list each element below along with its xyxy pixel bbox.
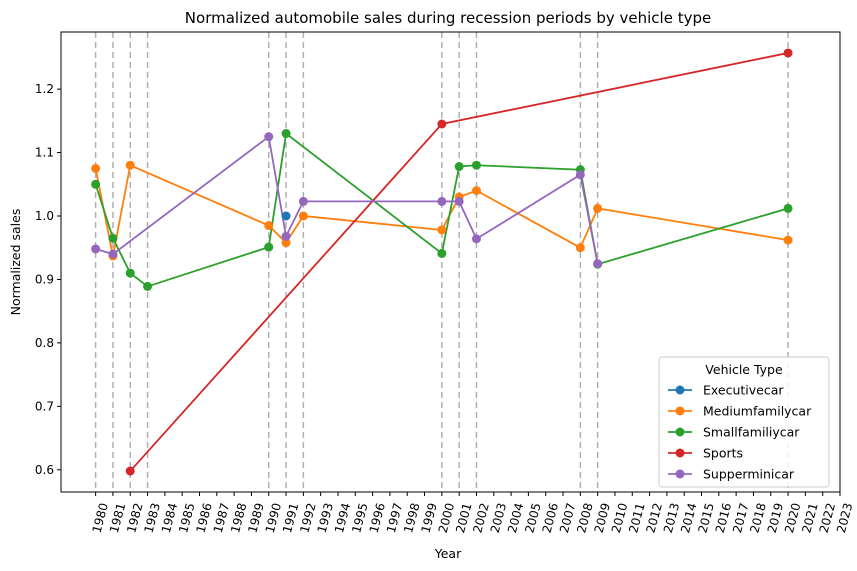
data-point xyxy=(575,170,585,180)
data-point xyxy=(281,129,291,139)
data-point xyxy=(437,248,447,258)
data-point xyxy=(264,221,274,231)
y-axis: 0.6 0.7 0.8 0.9 1.0 1.1 1.2 xyxy=(35,82,61,477)
y-tick-label: 1.0 xyxy=(35,209,54,223)
data-point xyxy=(593,259,603,269)
legend-swatch-marker xyxy=(675,469,685,479)
data-point xyxy=(91,163,101,173)
data-point xyxy=(437,196,447,206)
data-point xyxy=(264,242,274,252)
data-point xyxy=(125,160,135,170)
data-point xyxy=(91,244,101,254)
series-lines xyxy=(94,52,789,472)
legend-label: Sports xyxy=(703,446,743,461)
data-point xyxy=(91,179,101,189)
legend-title: Vehicle Type xyxy=(705,362,783,377)
series-points xyxy=(91,48,793,476)
series-line xyxy=(94,163,789,257)
legend-label: Mediumfamilycar xyxy=(703,404,812,419)
y-tick-label: 1.2 xyxy=(35,82,54,96)
data-point xyxy=(281,238,291,248)
x-axis-label: Year xyxy=(434,546,462,561)
legend-swatch-marker xyxy=(675,385,685,395)
data-point xyxy=(454,162,464,172)
data-point xyxy=(281,211,291,221)
y-tick-label: 0.8 xyxy=(35,336,54,350)
data-point xyxy=(437,119,447,129)
series-line xyxy=(95,135,599,264)
y-tick-label: 1.1 xyxy=(35,146,54,160)
y-tick-label: 0.7 xyxy=(35,399,54,413)
data-point xyxy=(783,203,793,213)
data-point xyxy=(593,203,603,213)
data-point xyxy=(471,160,481,170)
data-point xyxy=(454,196,464,206)
legend-swatch-marker xyxy=(675,448,685,458)
data-point xyxy=(143,281,153,291)
data-point xyxy=(108,233,118,243)
y-axis-label: Normalized sales xyxy=(8,209,23,316)
legend-label: Executivecar xyxy=(703,383,784,398)
y-tick-label: 0.9 xyxy=(35,272,54,286)
legend-swatch-marker xyxy=(675,406,685,416)
data-point xyxy=(125,466,135,476)
plot-frame xyxy=(60,31,841,493)
data-point xyxy=(783,48,793,58)
data-point xyxy=(298,196,308,206)
y-tick-label: 0.6 xyxy=(35,463,54,477)
data-point xyxy=(783,235,793,245)
legend-box xyxy=(658,356,830,488)
legend-label: Smallfamiliycar xyxy=(703,425,800,440)
data-point xyxy=(108,249,118,259)
data-point xyxy=(471,186,481,196)
data-point xyxy=(471,234,481,244)
chart-title: Normalized automobile sales during reces… xyxy=(185,9,711,27)
data-point xyxy=(575,243,585,253)
legend: Vehicle Type Executivecar Mediumfamilycar… xyxy=(658,356,830,488)
data-point xyxy=(281,231,291,241)
recession-lines xyxy=(94,32,789,492)
data-point xyxy=(298,211,308,221)
data-point xyxy=(437,225,447,235)
data-point xyxy=(125,268,135,278)
data-point xyxy=(264,132,274,142)
legend-label: Supperminicar xyxy=(703,467,795,482)
legend-swatch-marker xyxy=(675,427,685,437)
